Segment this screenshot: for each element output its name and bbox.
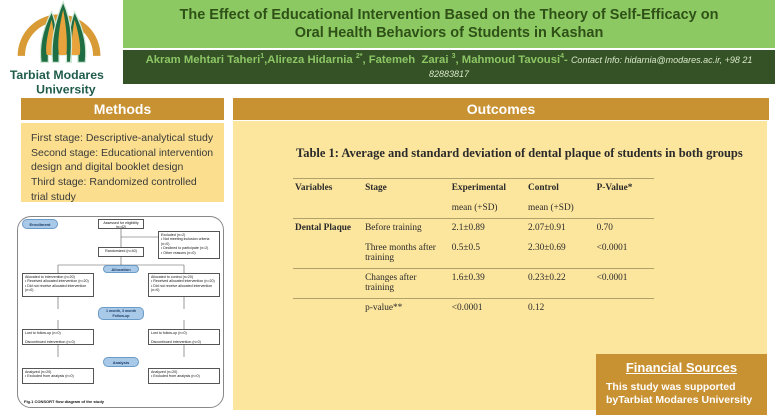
svg-text:University: University (36, 83, 96, 97)
svg-text:Tarbiat Modares: Tarbiat Modares (10, 68, 104, 82)
